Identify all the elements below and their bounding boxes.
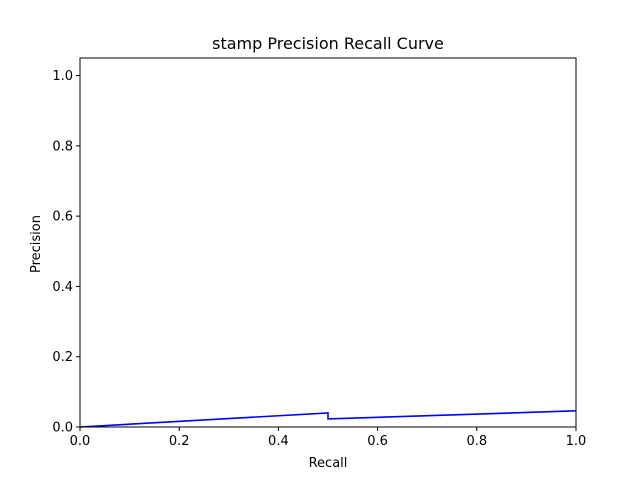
y-tick-label-1: 0.2 <box>52 350 73 365</box>
y-axis-label: Precision <box>29 215 44 273</box>
x-tick-label-2: 0.4 <box>268 434 289 449</box>
x-tick-label-3: 0.6 <box>367 434 388 449</box>
x-tick-label-0: 0.0 <box>70 434 91 449</box>
plot-area: 0.0 0.2 0.4 0.6 0.8 1.0 0.0 0.2 0.4 0.6 0.8 1.0 <box>52 57 587 449</box>
y-tick-label-3: 0.6 <box>52 210 73 225</box>
y-tick-label-2: 0.4 <box>52 280 73 295</box>
x-tick-label-5: 1.0 <box>566 434 587 449</box>
x-axis-label: Recall <box>309 456 348 471</box>
series-line-0 <box>79 410 577 428</box>
x-tick-label-4: 0.8 <box>466 434 487 449</box>
y-tick-label-4: 0.8 <box>52 139 73 154</box>
y-tick-label-5: 1.0 <box>52 69 73 84</box>
x-tick-label-1: 0.2 <box>169 434 190 449</box>
chart-title: stamp Precision Recall Curve <box>212 34 444 53</box>
plot-frame <box>79 57 577 428</box>
y-tick-label-0: 0.0 <box>52 421 73 436</box>
